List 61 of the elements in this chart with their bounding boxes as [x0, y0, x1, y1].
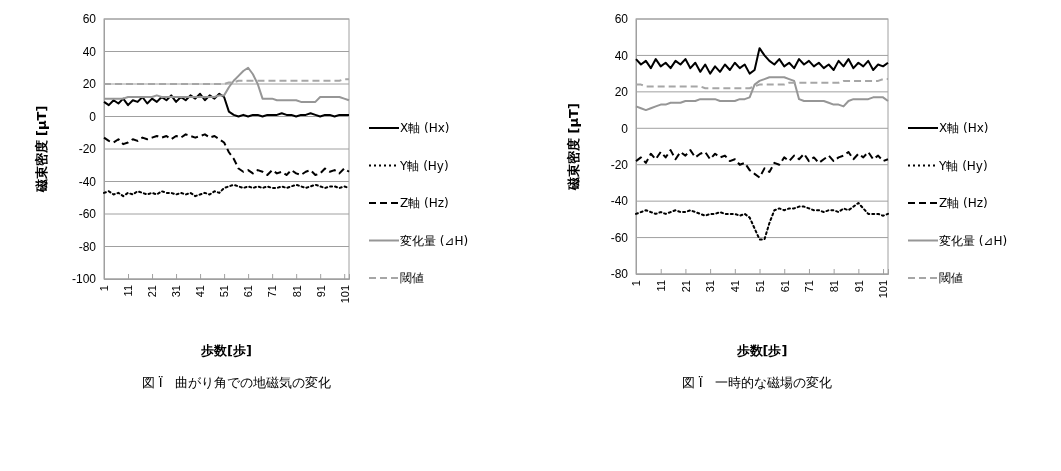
y-tick-label: -40 — [78, 174, 97, 189]
y-tick-label: -60 — [78, 207, 97, 222]
y-tick-label: 20 — [82, 77, 97, 92]
legend-label: X軸 (Hx) — [400, 121, 450, 136]
y-tick-label: 40 — [614, 48, 629, 63]
y-tick-label: -20 — [78, 142, 97, 157]
y-tick-label: -100 — [71, 272, 97, 287]
y-tick-label: -20 — [610, 158, 629, 173]
line-series — [635, 201, 889, 241]
x-tick-label: 71 — [266, 285, 279, 298]
x-tick-label: 101 — [877, 280, 890, 299]
legend-label: 変化量 (⊿H) — [939, 233, 1008, 248]
x-tick-label: 51 — [218, 285, 231, 298]
x-axis-title: 歩数[歩] — [200, 343, 252, 358]
y-tick-label: 40 — [82, 44, 97, 59]
line-series — [635, 149, 889, 179]
text: 図 Ï 一時的な磁場の変化 — [681, 375, 833, 390]
line-series — [103, 183, 350, 198]
line-series — [635, 47, 889, 75]
x-tick-label: 21 — [146, 285, 159, 298]
y-axis-title: 磁束密度 [µT] — [34, 105, 49, 194]
y-tick-label: 0 — [621, 121, 629, 136]
x-tick-label: 1 — [98, 285, 111, 292]
legend-label: Y軸 (Hy) — [938, 158, 988, 173]
y-tick-label: -60 — [610, 230, 629, 245]
y-axis-title: 磁束密度 [µT] — [566, 103, 581, 191]
x-tick-label: 81 — [290, 285, 303, 298]
y-tick-label: 0 — [89, 109, 97, 124]
x-tick-label: 81 — [828, 280, 840, 293]
y-tick-label: 60 — [82, 12, 97, 27]
x-tick-label: 51 — [753, 280, 766, 293]
x-tick-label: 11 — [655, 280, 668, 292]
legend-label: 閾値 — [939, 271, 963, 286]
legend-label: Z軸 (Hz) — [400, 196, 449, 211]
y-tick-label: 60 — [614, 12, 629, 27]
legend-label: 閾値 — [400, 271, 424, 286]
legend-label: 変化量 (⊿H) — [400, 233, 469, 248]
y-tick-label: -80 — [78, 239, 97, 254]
x-tick-label: 71 — [803, 280, 816, 293]
legend-label: Z軸 (Hz) — [939, 196, 988, 211]
line-series — [103, 133, 350, 176]
x-tick-label: 61 — [778, 280, 791, 293]
x-axis-title: 歩数[歩] — [735, 343, 788, 358]
x-tick-label: 91 — [314, 285, 327, 298]
x-tick-label: 61 — [242, 285, 255, 298]
y-tick-label: 20 — [614, 85, 629, 100]
y-tick-label: -80 — [610, 267, 629, 282]
y-tick-label: -40 — [610, 194, 629, 209]
x-tick-label: 101 — [338, 285, 351, 304]
x-tick-label: 31 — [704, 280, 717, 293]
x-tick-label: 41 — [194, 285, 207, 298]
x-tick-label: 91 — [852, 280, 865, 293]
x-tick-label: 41 — [729, 280, 742, 293]
x-tick-label: 31 — [170, 285, 183, 298]
line-series — [103, 92, 350, 118]
x-tick-label: 21 — [679, 280, 692, 293]
x-tick-label: 1 — [630, 280, 643, 287]
text: 図 Ï 曲がり角での地磁気の変化 — [141, 375, 332, 390]
legend-label: Y軸 (Hy) — [399, 158, 449, 173]
x-tick-label: 11 — [122, 285, 135, 297]
legend-label: X軸 (Hx) — [939, 121, 989, 136]
